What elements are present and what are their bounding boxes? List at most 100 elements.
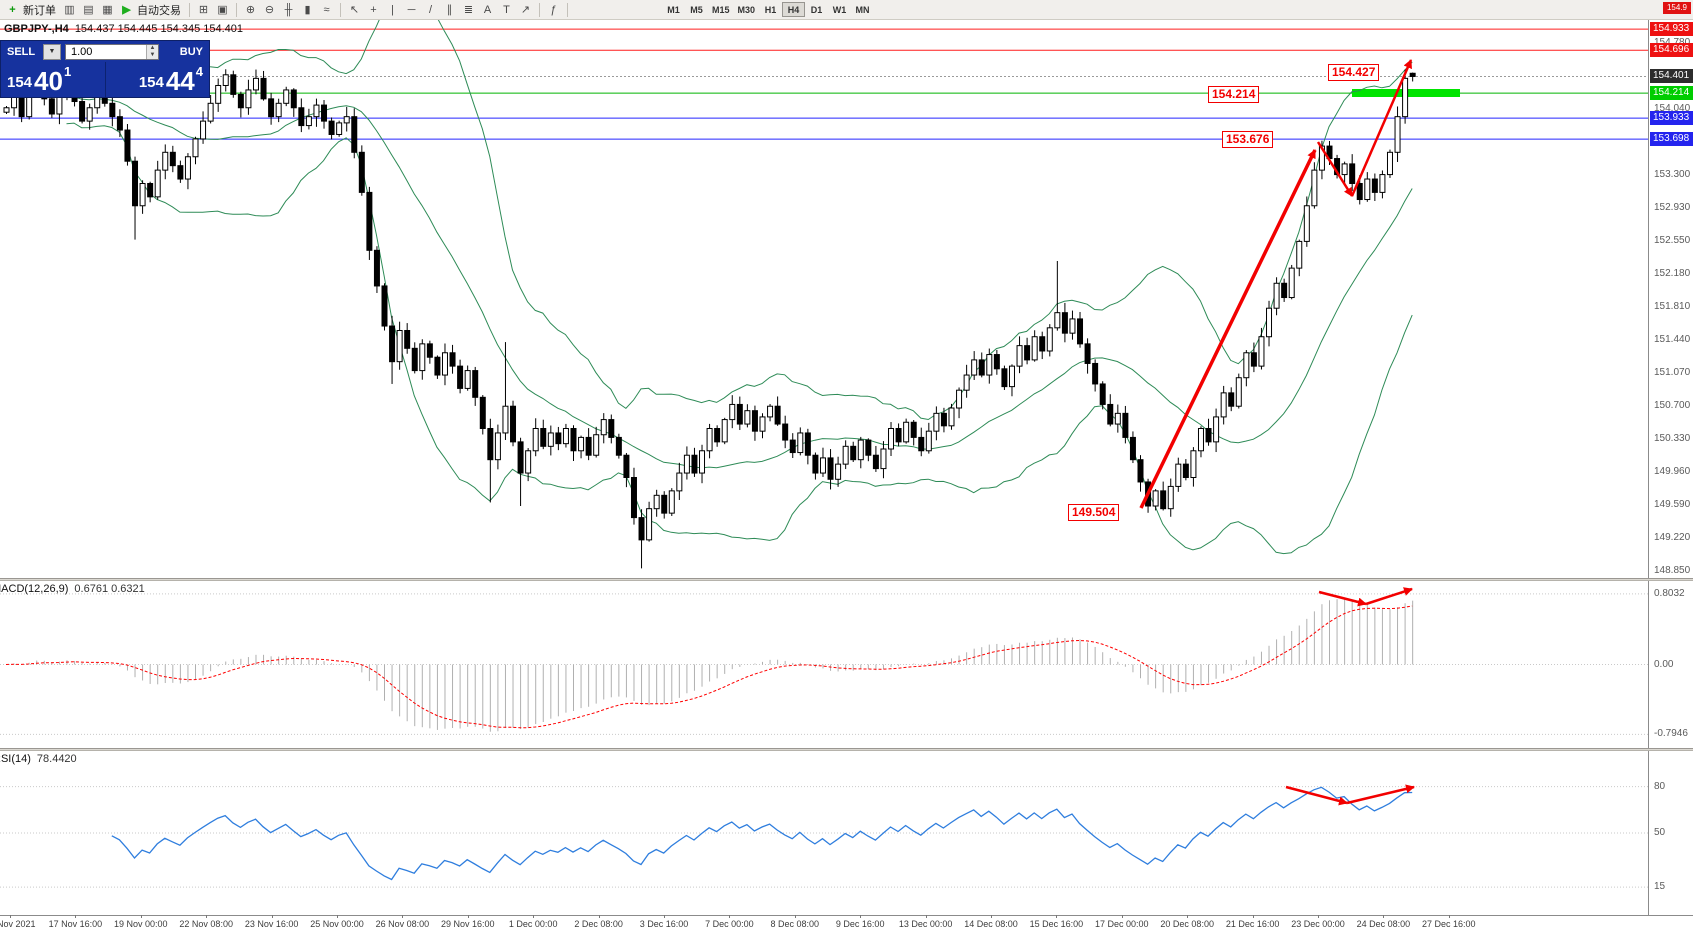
trend-arrows-group[interactable] — [1139, 59, 1413, 509]
price-axis-tick: 154.780 — [1654, 37, 1690, 48]
symbol-ohlc: 154.437 154.445 154.345 154.401 — [74, 23, 244, 35]
macd-title: MACD(12,26,9) 0.6761 0.6321 — [0, 583, 145, 595]
volume-input[interactable]: 1.00 ▲ ▼ — [65, 43, 159, 60]
timeframe-button-m5[interactable]: M5 — [690, 4, 703, 15]
one-click-trading-panel: SELL ▼ 1.00 ▲ ▼ BUY 154 40 1 154 44 4 — [0, 40, 210, 98]
zoom-out-icon[interactable]: ⊖ — [264, 4, 275, 16]
terminal-icon[interactable]: ▦ — [102, 4, 113, 16]
text-icon[interactable]: A — [483, 3, 492, 16]
time-axis-tick — [337, 915, 338, 918]
timeframe-button-m15[interactable]: M15 — [712, 4, 730, 15]
sell-price-pips: 40 — [34, 66, 63, 96]
toolbar-separator — [567, 2, 568, 17]
new-chart-icon[interactable]: ⊞ — [198, 4, 209, 16]
price-axis-tick: 154.040 — [1654, 102, 1691, 114]
annotation-price-label[interactable]: 154.427 — [1328, 64, 1380, 81]
new-order-icon[interactable]: + — [9, 3, 16, 16]
time-axis-label: 25 Nov 00:00 — [310, 919, 364, 929]
candlestick-chart-icon[interactable]: ▮ — [304, 4, 311, 16]
volume-step-up-icon[interactable]: ▲ — [147, 44, 158, 52]
rsi-axis-tick: 15 — [1654, 881, 1666, 893]
panel-splitter-rsi[interactable] — [0, 748, 1693, 751]
price-axis-tick: 149.590 — [1654, 499, 1691, 511]
rsi-line — [111, 786, 1413, 881]
time-axis-tick — [991, 915, 992, 918]
volume-dropdown[interactable]: ▼ — [43, 43, 61, 60]
new-order-label[interactable]: 新订单 — [23, 4, 56, 17]
time-axis-tick — [664, 915, 665, 918]
time-axis-separator — [0, 915, 1693, 916]
time-axis-tick — [271, 915, 273, 918]
time-axis-tick — [1448, 915, 1450, 918]
time-axis-tick — [1252, 915, 1254, 918]
price-line-badge: 153.933 — [1650, 111, 1693, 126]
bar-chart-icon[interactable]: ╫ — [284, 3, 293, 16]
time-axis-tick — [1318, 915, 1319, 918]
time-axis-tick — [140, 915, 142, 918]
bollinger-lower-band — [66, 122, 1413, 555]
time-axis-label: 19 Nov 00:00 — [114, 919, 168, 929]
time-axis-tick — [860, 915, 862, 918]
timeframe-button-h4[interactable]: H4 — [782, 2, 806, 17]
volume-stepper[interactable]: ▲ ▼ — [146, 44, 158, 59]
data-window-icon[interactable]: ▣ — [217, 4, 228, 16]
pinned-price-flag: 154.9 — [1662, 2, 1691, 14]
time-axis-label: 8 Dec 08:00 — [770, 919, 820, 929]
timeframe-button-d1[interactable]: D1 — [810, 4, 823, 15]
bollinger-bands-group — [66, 20, 1413, 555]
arrow-tool-icon[interactable]: ↗ — [520, 4, 531, 16]
time-axis-label: 2 Dec 08:00 — [574, 919, 623, 929]
volume-value[interactable]: 1.00 — [71, 45, 93, 58]
annotation-price-label[interactable]: 154.214 — [1208, 86, 1260, 103]
autotrade-label[interactable]: 自动交易 — [137, 4, 181, 17]
annotation-price-label[interactable]: 149.504 — [1068, 504, 1120, 521]
macd-panel-canvas[interactable] — [0, 581, 1649, 748]
line-chart-icon[interactable]: ≈ — [323, 3, 330, 16]
sell-button[interactable]: SELL — [7, 45, 36, 58]
buy-price-button[interactable]: 154 44 4 — [106, 62, 210, 97]
price-chart-canvas[interactable] — [0, 20, 1649, 578]
vertical-line-icon[interactable]: | — [391, 3, 394, 16]
time-axis-tick — [1121, 915, 1123, 918]
trendline-icon[interactable]: / — [428, 3, 433, 16]
price-axis-tick: 149.220 — [1654, 532, 1691, 544]
annotation-price-label[interactable]: 153.676 — [1222, 131, 1274, 148]
time-axis-tick — [75, 915, 77, 918]
time-axis-label: 9 Dec 16:00 — [835, 919, 885, 929]
crosshair-icon[interactable]: + — [370, 3, 377, 16]
price-line-badge: 154.933 — [1650, 22, 1693, 37]
macd-axis-tick: 0.00 — [1654, 658, 1674, 670]
time-axis-tick — [1056, 915, 1058, 918]
timeframe-button-m30[interactable]: M30 — [737, 4, 756, 15]
sell-price-point: 1 — [63, 64, 72, 79]
price-axis-border — [1648, 20, 1649, 915]
profiles-icon[interactable]: ▤ — [83, 4, 94, 16]
channel-icon[interactable]: ∥ — [446, 4, 453, 16]
time-axis-label: 14 Dec 08:00 — [964, 919, 1018, 929]
timeframe-button-h1[interactable]: H1 — [764, 4, 777, 15]
fibonacci-icon[interactable]: ≣ — [463, 4, 474, 16]
candles-group — [3, 69, 1416, 569]
timeframe-button-m1[interactable]: M1 — [667, 4, 680, 15]
price-axis-tick: 151.810 — [1654, 301, 1691, 313]
buy-button[interactable]: BUY — [179, 45, 203, 58]
cursor-icon[interactable]: ↖ — [349, 4, 360, 16]
label-icon[interactable]: T — [503, 3, 510, 16]
charts-window-icon[interactable]: ▥ — [64, 4, 75, 16]
toolbar-separator — [340, 2, 341, 17]
rsi-value: 78.4420 — [36, 753, 77, 765]
time-axis-tick — [1383, 915, 1385, 918]
price-axis-tick: 151.070 — [1654, 367, 1691, 379]
timeframe-button-mn[interactable]: MN — [855, 4, 870, 15]
timeframe-button-w1[interactable]: W1 — [832, 4, 847, 15]
autotrade-icon[interactable]: ▶ — [122, 4, 131, 16]
macd-values: 0.6761 0.6321 — [74, 583, 145, 595]
sell-price-button[interactable]: 154 40 1 — [1, 62, 105, 97]
zoom-in-icon[interactable]: ⊕ — [245, 4, 256, 16]
panel-splitter-macd[interactable] — [0, 578, 1693, 581]
horizontal-line-icon[interactable]: ─ — [407, 3, 416, 16]
indicators-icon[interactable]: ƒ — [550, 3, 557, 16]
volume-step-down-icon[interactable]: ▼ — [147, 51, 158, 59]
rsi-panel-canvas[interactable] — [0, 751, 1649, 915]
